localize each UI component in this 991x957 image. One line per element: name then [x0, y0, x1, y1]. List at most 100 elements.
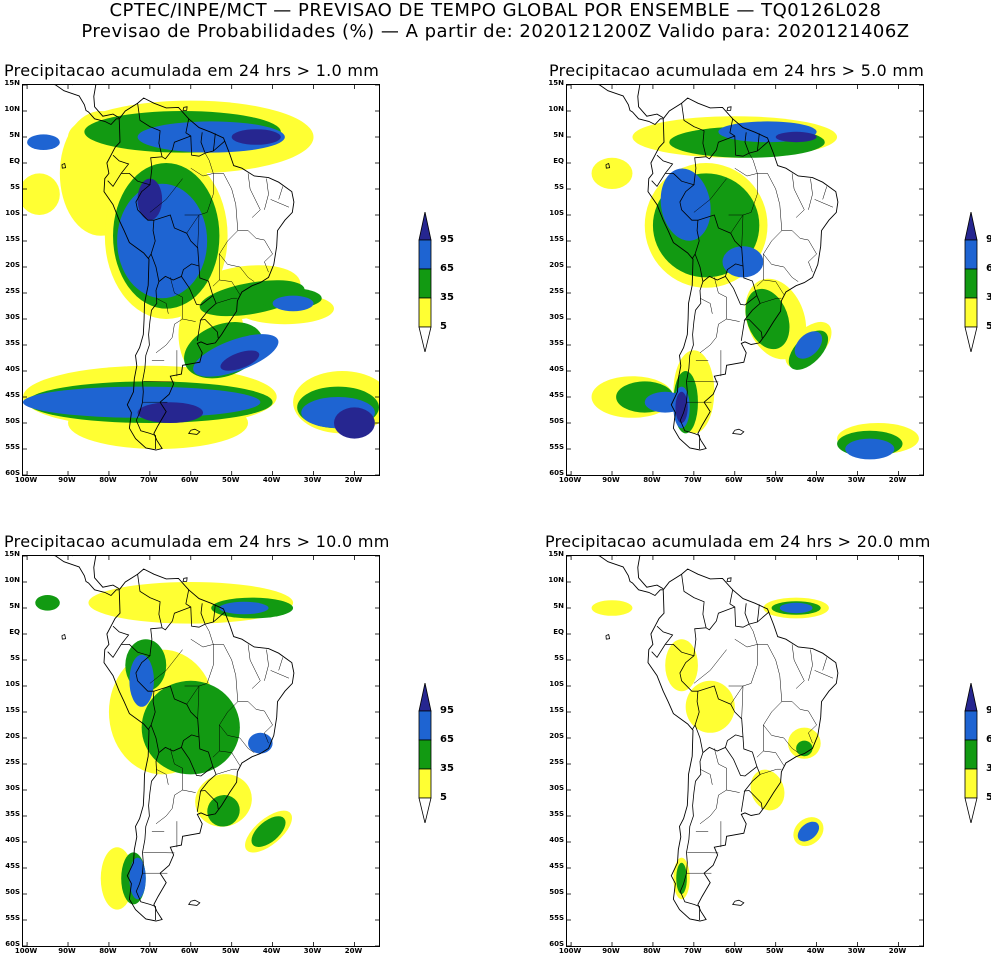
- coastline: [23, 85, 120, 126]
- lat-tick-label: 45S: [549, 391, 564, 399]
- lat-tick-label: EQ: [9, 157, 20, 165]
- legend-level-label: 35: [440, 763, 454, 774]
- coastline: [103, 568, 295, 922]
- probability-area-p65: [797, 821, 820, 842]
- country-border: [181, 736, 214, 777]
- state-border: [237, 701, 273, 726]
- legend-level-label: 5: [986, 321, 991, 332]
- state-border: [822, 657, 828, 671]
- lat-tick-label: EQ: [553, 157, 564, 165]
- legend-level-label: 5: [986, 792, 991, 803]
- lon-tick-label: 70W: [140, 947, 158, 955]
- country-border: [107, 154, 130, 188]
- lat-tick-label: 50S: [5, 417, 20, 425]
- country-border: [200, 132, 206, 154]
- country-border: [196, 319, 201, 341]
- lon-tick-label: 80W: [99, 947, 117, 955]
- lat-tick-label: 20S: [549, 732, 564, 740]
- probability-area-p65: [129, 857, 146, 900]
- lat-tick-label: 20S: [549, 261, 564, 269]
- state-border: [726, 318, 740, 322]
- lon-tick-label: 20W: [344, 476, 363, 484]
- probability-area-p95: [231, 129, 281, 145]
- color-legend: 95 65 35 5: [418, 683, 464, 823]
- country-border: [135, 752, 160, 907]
- state-border: [814, 670, 834, 679]
- probability-area-p5: [665, 639, 698, 692]
- country-border: [756, 133, 760, 152]
- probability-area-p95: [775, 131, 817, 143]
- country-border: [705, 606, 735, 631]
- state-border: [814, 199, 834, 208]
- lat-tick-label: 60S: [549, 469, 564, 477]
- state-border: [699, 808, 717, 824]
- lon-tick-label: 60W: [181, 947, 199, 955]
- lon-tick-label: 50W: [221, 476, 240, 484]
- lat-tick-label: 5N: [553, 131, 564, 139]
- state-border: [213, 644, 239, 702]
- country-border: [691, 724, 696, 730]
- probability-area-p5: [685, 680, 735, 733]
- country-border: [212, 133, 216, 152]
- panel-title: Precipitacao acumulada em 24 hrs > 1.0 m…: [4, 61, 380, 80]
- country-border: [147, 724, 152, 730]
- probability-area-p95: [137, 402, 204, 423]
- probability-area-p65: [129, 654, 154, 707]
- lat-tick-label: 10N: [548, 576, 564, 584]
- lat-tick-label: 10S: [5, 680, 20, 688]
- island: [61, 633, 67, 640]
- probability-map: [22, 555, 380, 947]
- state-border: [714, 748, 727, 809]
- country-border: [200, 603, 206, 625]
- state-border: [756, 725, 764, 758]
- country-border: [161, 606, 191, 631]
- state-border: [237, 230, 273, 255]
- country-border: [185, 589, 225, 628]
- lat-tick-label: 5N: [9, 131, 20, 139]
- state-border: [763, 701, 799, 753]
- state-border: [170, 748, 183, 809]
- country-border: [150, 685, 200, 754]
- probability-map: [566, 555, 924, 947]
- country-border: [137, 103, 163, 185]
- legend-swatch-2: [418, 268, 432, 299]
- country-border: [744, 603, 750, 625]
- lon-tick-label: 40W: [262, 947, 281, 955]
- island: [188, 899, 201, 906]
- probability-area-p65: [117, 183, 208, 299]
- country-border: [694, 685, 744, 754]
- country-border: [740, 319, 745, 341]
- lon-tick-label: 90W: [602, 476, 620, 484]
- legend-swatch-2: [964, 268, 978, 299]
- lon-tick-label: 80W: [643, 476, 661, 484]
- lat-tick-label: 10N: [4, 576, 20, 584]
- island: [188, 428, 201, 435]
- legend-swatch-4: [418, 326, 432, 352]
- state-border: [763, 279, 785, 295]
- lon-tick-label: 50W: [765, 947, 784, 955]
- country-border: [729, 589, 769, 628]
- figure-title-line-2: Previsao de Probabilidades (%) — A parti…: [81, 21, 910, 42]
- map-svg: [23, 85, 379, 475]
- lon-tick-label: 70W: [140, 476, 158, 484]
- lat-tick-label: 40S: [549, 836, 564, 844]
- legend-level-label: 35: [440, 292, 454, 303]
- color-legend: 95 65 35 5: [964, 683, 991, 823]
- state-border: [699, 337, 717, 353]
- country-border: [665, 644, 700, 726]
- country-border: [185, 118, 225, 157]
- island: [182, 577, 188, 582]
- legend-swatch-3: [964, 297, 978, 328]
- state-border: [186, 214, 200, 234]
- legend-swatch-0: [418, 683, 432, 712]
- country-border: [137, 574, 163, 656]
- lat-tick-label: 55S: [5, 443, 20, 451]
- probability-area-p35: [35, 595, 60, 611]
- lat-tick-label: 15S: [549, 706, 564, 714]
- legend-level-label: 65: [986, 263, 991, 274]
- legend-swatch-2: [418, 739, 432, 770]
- country-border: [729, 118, 769, 157]
- probability-area-p5: [591, 600, 633, 616]
- lon-tick-label: 50W: [221, 947, 240, 955]
- state-border: [264, 253, 273, 273]
